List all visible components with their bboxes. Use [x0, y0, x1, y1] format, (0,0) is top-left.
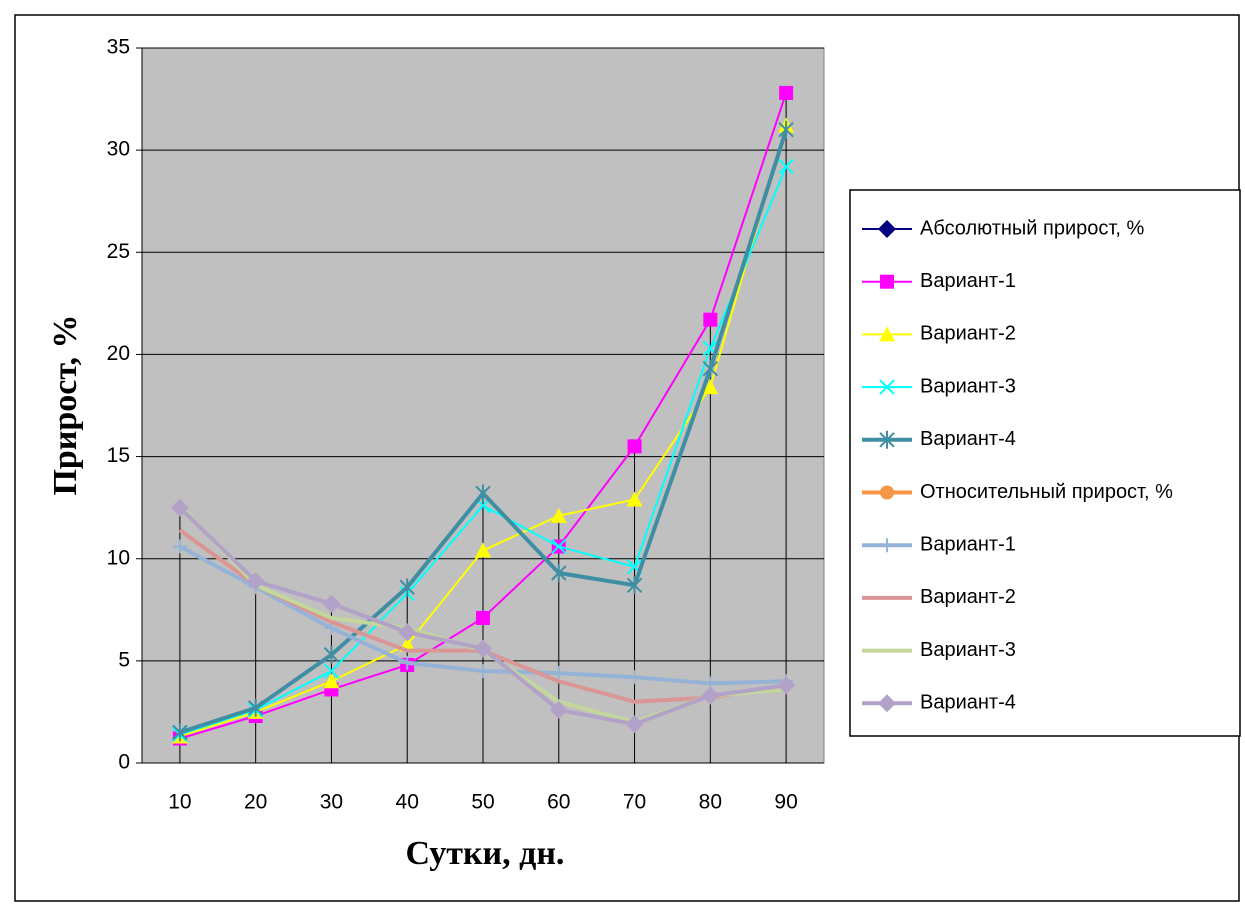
- legend-label: Вариант-4: [920, 428, 1016, 450]
- data-point: [400, 655, 415, 670]
- legend-label: Абсолютный прирост, %: [920, 217, 1144, 239]
- data-point: [322, 594, 341, 613]
- legend-label: Вариант-4: [920, 692, 1016, 714]
- y-tick-label: 30: [107, 138, 130, 161]
- y-tick-label: 15: [107, 444, 130, 467]
- data-point: [777, 676, 796, 695]
- legend-label: Вариант-1: [920, 533, 1016, 555]
- x-tick-label: 30: [320, 791, 343, 814]
- data-point: [474, 639, 492, 658]
- data-point: [703, 312, 718, 327]
- data-point: [399, 578, 415, 597]
- x-tick-label: 80: [699, 791, 722, 814]
- legend-label: Относительный прирост, %: [920, 481, 1173, 503]
- data-point: [551, 666, 566, 681]
- legend-marker: [879, 326, 895, 342]
- legend-marker: [880, 485, 894, 500]
- legend: [849, 189, 1241, 737]
- y-tick-label: 35: [107, 36, 130, 59]
- data-point: [398, 623, 417, 642]
- y-tick-label: 0: [118, 751, 130, 774]
- data-point: [172, 723, 188, 742]
- x-tick-label: 60: [547, 791, 570, 814]
- data-point: [626, 576, 643, 595]
- data-point: [702, 379, 719, 395]
- data-point: [476, 664, 490, 679]
- x-tick-label: 90: [774, 791, 797, 814]
- data-point: [701, 686, 720, 705]
- data-point: [323, 663, 340, 679]
- y-axis-title: Прирост, %: [47, 314, 84, 495]
- data-point: [627, 670, 642, 685]
- data-point: [551, 564, 567, 583]
- data-point: [476, 610, 490, 625]
- data-point: [170, 498, 189, 517]
- data-point: [779, 85, 794, 100]
- x-tick-label: 40: [396, 791, 419, 814]
- x-tick-label: 20: [244, 791, 267, 814]
- data-point: [475, 542, 491, 558]
- x-tick-label: 70: [623, 791, 646, 814]
- data-point: [625, 715, 644, 734]
- data-point: [627, 439, 642, 454]
- legend-label: Вариант-3: [920, 639, 1016, 661]
- legend-marker: [880, 274, 894, 289]
- data-point: [246, 572, 265, 591]
- data-point: [702, 359, 719, 378]
- data-point: [778, 120, 794, 139]
- y-tick-label: 25: [107, 240, 130, 263]
- data-point: [778, 158, 794, 175]
- data-point: [551, 538, 567, 555]
- data-point: [475, 484, 491, 503]
- legend-marker: [880, 538, 894, 553]
- x-tick-label: 50: [471, 791, 494, 814]
- data-point: [323, 673, 340, 689]
- y-tick-label: 20: [107, 342, 130, 365]
- legend-marker: [878, 694, 896, 713]
- legend-marker: [878, 220, 896, 238]
- x-tick-label: 10: [168, 791, 191, 814]
- legend-label: Вариант-1: [920, 270, 1016, 292]
- data-point: [247, 698, 264, 717]
- data-point: [549, 700, 568, 719]
- legend-marker: [879, 379, 895, 395]
- legend-label: Вариант-2: [920, 586, 1016, 608]
- data-point: [550, 507, 567, 523]
- y-tick-label: 5: [118, 648, 130, 671]
- data-point: [172, 539, 187, 554]
- x-axis-title: Сутки, дн.: [406, 835, 565, 872]
- data-point: [323, 645, 340, 664]
- legend-label: Вариант-3: [920, 375, 1016, 397]
- legend-label: Вариант-2: [920, 323, 1016, 345]
- y-tick-label: 10: [107, 546, 130, 569]
- data-point: [626, 491, 643, 507]
- legend-marker: [879, 430, 895, 449]
